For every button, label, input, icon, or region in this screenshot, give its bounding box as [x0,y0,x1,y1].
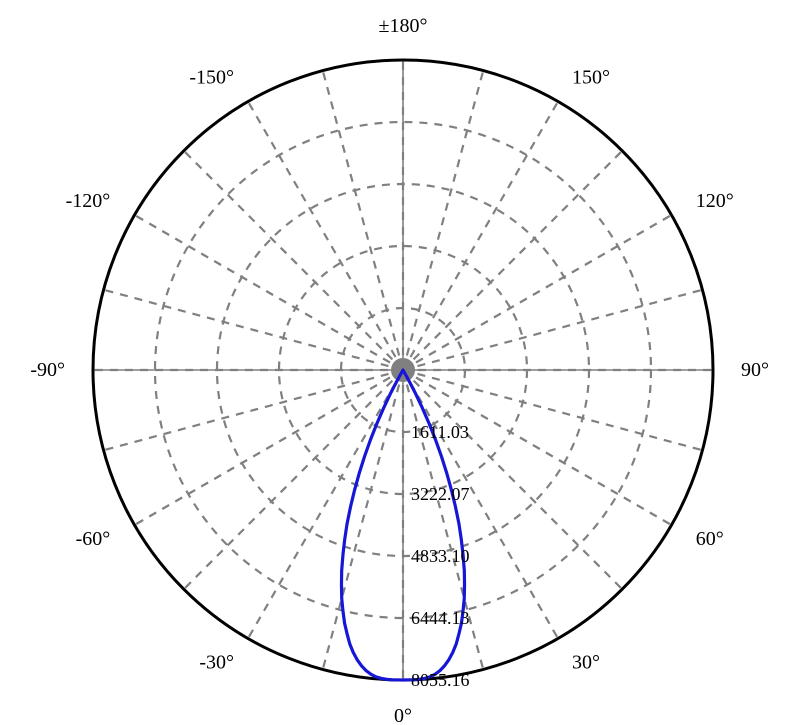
angle-label: 120° [696,190,734,212]
grid-spoke [135,370,403,525]
angle-label: ±180° [379,15,428,37]
grid-spoke [403,151,622,370]
angle-label: 60° [696,528,724,550]
grid-spoke [403,290,702,370]
angle-label: -90° [30,359,65,381]
grid-spoke [403,102,558,370]
angle-label: 150° [572,66,610,88]
angle-label: -120° [66,190,111,212]
grid-spoke [403,71,483,370]
radial-label: 6444.13 [411,608,470,628]
grid-spoke [403,215,671,370]
grid-spoke [323,370,403,669]
polar-chart: ±180° -150° -120° -90° -60° -30° 0° 30° 60° 90° 12… [0,0,807,725]
radial-label: 3222.07 [411,484,470,504]
angle-label: -150° [189,66,234,88]
angle-label: 30° [572,652,600,674]
radial-label: 8055.16 [411,670,470,690]
grid-spoke [184,370,403,589]
grid-spoke [135,215,403,370]
grid-spoke [104,370,403,450]
angle-label: -30° [199,652,234,674]
radial-label: 4833.10 [411,546,470,566]
angle-label: 0° [394,705,412,725]
angle-label: -60° [76,528,111,550]
grid-spoke [248,370,403,638]
grid-spoke [403,370,558,638]
grid-spoke [248,102,403,370]
radial-label: 1611.03 [411,422,469,442]
angle-label: 90° [741,359,769,381]
grid-spoke [184,151,403,370]
grid-spoke [104,290,403,370]
grid-spoke [323,71,403,370]
polar-chart-container: ±180° -150° -120° -90° -60° -30° 0° 30° 60° 90° 12… [0,0,807,725]
